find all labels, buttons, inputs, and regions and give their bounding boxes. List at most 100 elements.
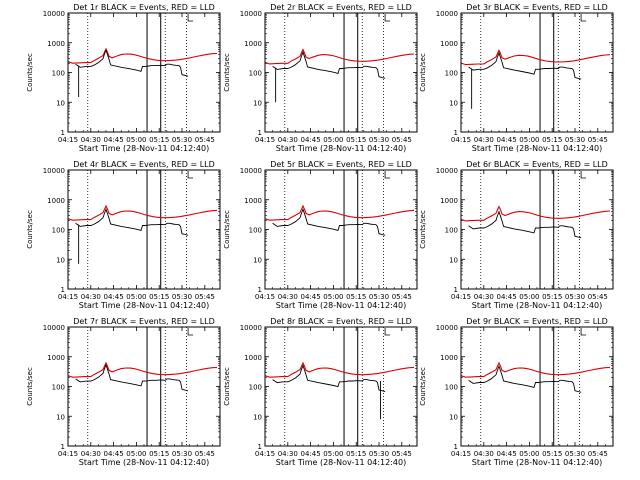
plot-frame: [460, 326, 614, 447]
y-tick-label: 1: [258, 443, 262, 451]
x-tick-label: 05:30: [172, 450, 192, 458]
panel-title: Det 2r BLACK = Events, RED = LLD: [270, 3, 412, 12]
attenuator-marker: [187, 328, 194, 336]
y-tick-label: 100: [52, 384, 65, 392]
x-tick-label: 04:15: [255, 450, 275, 458]
plot-frame: [460, 12, 614, 133]
panel-title: Det 4r BLACK = Events, RED = LLD: [73, 160, 215, 169]
y-tick-label: 1000: [440, 354, 458, 362]
y-tick-label: 1000: [244, 354, 262, 362]
x-tick-label: 05:00: [519, 450, 539, 458]
panel-1: Det 1r BLACK = Events, RED = LLD Counts/s…: [26, 3, 221, 153]
x-tick-label: 04:15: [58, 293, 78, 301]
x-tick-label: 05:15: [542, 136, 562, 144]
series-events-line: [272, 364, 386, 393]
y-tick-label: 1: [454, 286, 458, 294]
attenuator-marker: [580, 14, 587, 22]
panel-title: Det 7r BLACK = Events, RED = LLD: [73, 317, 215, 326]
x-tick-label: 04:45: [301, 136, 321, 144]
x-tick-label: 04:15: [451, 136, 471, 144]
panel-5: Det 5r BLACK = Events, RED = LLD Counts/s…: [223, 160, 418, 310]
x-tick-label: 05:00: [519, 136, 539, 144]
x-axis-label: Start Time (28-Nov-11 04:12:40): [79, 301, 209, 310]
series-events-line: [468, 210, 582, 239]
series-events-line: [468, 364, 582, 393]
y-axis-label: Counts/sec: [419, 210, 427, 249]
series-events-line: [75, 363, 189, 392]
x-axis-label: Start Time (28-Nov-11 04:12:40): [472, 144, 602, 153]
x-tick-label: 05:45: [392, 136, 412, 144]
x-axis-label: Start Time (28-Nov-11 04:12:40): [472, 458, 602, 467]
y-tick-label: 10: [56, 413, 65, 421]
x-tick-label: 04:45: [301, 293, 321, 301]
panel-9: Det 9r BLACK = Events, RED = LLD Counts/s…: [419, 317, 614, 467]
x-axis-label: Start Time (28-Nov-11 04:12:40): [276, 458, 406, 467]
y-tick-label: 10: [253, 413, 262, 421]
y-tick-label: 100: [52, 227, 65, 235]
x-tick-label: 04:45: [497, 293, 517, 301]
y-tick-label: 1000: [244, 197, 262, 205]
y-tick-label: 10: [449, 413, 458, 421]
series-events-line: [75, 48, 189, 77]
attenuator-marker: [580, 328, 587, 336]
plot-frame: [264, 12, 418, 133]
y-tick-label: 1: [258, 286, 262, 294]
panel-title: Det 3r BLACK = Events, RED = LLD: [466, 3, 608, 12]
x-tick-label: 04:15: [255, 293, 275, 301]
plot-frame: [67, 169, 221, 290]
y-tick-label: 10000: [436, 10, 458, 18]
x-tick-label: 05:00: [323, 136, 343, 144]
x-tick-label: 05:15: [346, 136, 366, 144]
y-tick-label: 100: [445, 227, 458, 235]
x-tick-label: 05:00: [519, 293, 539, 301]
y-tick-label: 100: [249, 227, 262, 235]
x-tick-label: 05:30: [172, 136, 192, 144]
x-tick-label: 05:00: [126, 293, 146, 301]
x-tick-label: 05:15: [346, 293, 366, 301]
y-tick-label: 10000: [436, 324, 458, 332]
attenuator-marker: [384, 171, 391, 179]
y-axis-label: Counts/sec: [26, 53, 34, 92]
y-tick-label: 10000: [43, 167, 65, 175]
panel-title: Det 9r BLACK = Events, RED = LLD: [466, 317, 608, 326]
x-tick-label: 05:15: [149, 293, 169, 301]
y-axis-label: Counts/sec: [419, 53, 427, 92]
y-tick-label: 1: [61, 129, 65, 137]
y-tick-label: 1: [61, 286, 65, 294]
panel-7: Det 7r BLACK = Events, RED = LLD Counts/s…: [26, 317, 221, 467]
x-tick-label: 04:15: [451, 293, 471, 301]
y-tick-label: 10: [56, 256, 65, 264]
plot-frame: [67, 12, 221, 133]
y-tick-label: 10: [56, 99, 65, 107]
series-lld-line: [460, 361, 611, 378]
x-tick-label: 05:30: [565, 293, 585, 301]
y-tick-label: 1: [258, 129, 262, 137]
y-tick-label: 10000: [43, 10, 65, 18]
x-tick-label: 04:45: [497, 136, 517, 144]
x-tick-label: 05:45: [392, 450, 412, 458]
plot-frame: [264, 326, 418, 447]
x-tick-label: 05:30: [565, 450, 585, 458]
x-tick-label: 05:00: [323, 293, 343, 301]
series-events-line: [272, 207, 386, 236]
x-tick-label: 05:45: [588, 450, 608, 458]
series-lld-line: [460, 205, 611, 222]
y-tick-label: 10000: [240, 167, 262, 175]
y-axis-label: Counts/sec: [223, 210, 231, 249]
y-tick-label: 1: [454, 443, 458, 451]
x-tick-label: 05:45: [588, 136, 608, 144]
y-tick-label: 10: [449, 256, 458, 264]
y-tick-label: 100: [445, 384, 458, 392]
y-tick-label: 1000: [244, 40, 262, 48]
x-tick-label: 05:15: [149, 450, 169, 458]
series-events-line: [75, 207, 189, 236]
x-tick-label: 04:15: [58, 450, 78, 458]
attenuator-marker: [384, 328, 391, 336]
series-lld-line: [67, 204, 218, 221]
panel-6: Det 6r BLACK = Events, RED = LLD Counts/s…: [419, 160, 614, 310]
series-events-line: [468, 51, 582, 80]
x-axis-label: Start Time (28-Nov-11 04:12:40): [79, 144, 209, 153]
x-tick-label: 05:45: [195, 136, 215, 144]
attenuator-marker: [384, 14, 391, 22]
